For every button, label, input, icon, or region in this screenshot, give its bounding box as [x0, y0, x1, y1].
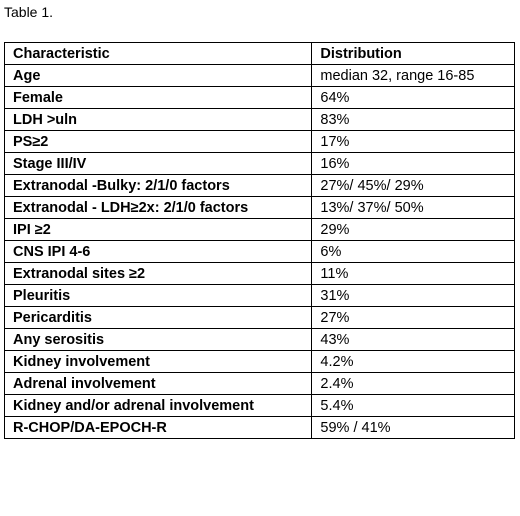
distribution-cell: 5.4%: [311, 394, 515, 417]
table-row: Kidney and/or adrenal involvement 5.4%: [3, 394, 515, 417]
table-row: Pericarditis 27%: [3, 306, 515, 329]
table-row: Pleuritis 31%: [3, 284, 515, 307]
characteristic-cell: CNS IPI 4-6: [3, 240, 313, 263]
table-row: Extranodal -Bulky: 2/1/0 factors 27%/ 45…: [3, 174, 515, 197]
column-header-distribution: Distribution: [311, 42, 515, 65]
characteristic-cell: LDH >uln: [3, 108, 313, 131]
table-row: R-CHOP/DA-EPOCH-R 59% / 41%: [3, 416, 515, 439]
characteristic-cell: PS≥2: [3, 130, 313, 153]
table-row: Female 64%: [3, 86, 515, 109]
characteristic-cell: Stage III/IV: [3, 152, 313, 175]
table-row: Any serositis 43%: [3, 328, 515, 351]
distribution-cell: 43%: [311, 328, 515, 351]
distribution-cell: 64%: [311, 86, 515, 109]
distribution-cell: 13%/ 37%/ 50%: [311, 196, 515, 219]
characteristic-cell: Any serositis: [3, 328, 313, 351]
distribution-cell: 11%: [311, 262, 515, 285]
distribution-cell: 29%: [311, 218, 515, 241]
characteristic-cell: Pleuritis: [3, 284, 313, 307]
characteristic-cell: R-CHOP/DA-EPOCH-R: [3, 416, 313, 439]
table-row: Extranodal - LDH≥2x: 2/1/0 factors 13%/ …: [3, 196, 515, 219]
distribution-cell: 16%: [311, 152, 515, 175]
table-row: Adrenal involvement 2.4%: [3, 372, 515, 395]
characteristic-cell: Kidney involvement: [3, 350, 313, 373]
table-row: LDH >uln 83%: [3, 108, 515, 131]
characteristic-cell: Kidney and/or adrenal involvement: [3, 394, 313, 417]
characteristic-cell: Female: [3, 86, 313, 109]
distribution-cell: 59% / 41%: [311, 416, 515, 439]
table-row: Age median 32, range 16-85: [3, 64, 515, 87]
distribution-cell: 27%/ 45%/ 29%: [311, 174, 515, 197]
characteristic-cell: Age: [3, 64, 313, 87]
distribution-cell: 4.2%: [311, 350, 515, 373]
distribution-cell: 17%: [311, 130, 515, 153]
distribution-cell: 83%: [311, 108, 515, 131]
distribution-cell: 6%: [311, 240, 515, 263]
distribution-cell: median 32, range 16-85: [311, 64, 515, 87]
distribution-cell: 27%: [311, 306, 515, 329]
table-row: Kidney involvement 4.2%: [3, 350, 515, 373]
table-row: Stage III/IV 16%: [3, 152, 515, 175]
table-row: CNS IPI 4-6 6%: [3, 240, 515, 263]
characteristic-cell: Extranodal sites ≥2: [3, 262, 313, 285]
table-row: PS≥2 17%: [3, 130, 515, 153]
table-header-row: Characteristic Distribution: [3, 42, 515, 65]
characteristic-cell: Adrenal involvement: [3, 372, 313, 395]
table-row: Extranodal sites ≥2 11%: [3, 262, 515, 285]
characteristic-cell: Pericarditis: [3, 306, 313, 329]
characteristic-cell: Extranodal -Bulky: 2/1/0 factors: [3, 174, 313, 197]
characteristics-table: Characteristic Distribution Age median 3…: [3, 42, 515, 439]
distribution-cell: 2.4%: [311, 372, 515, 395]
characteristic-cell: Extranodal - LDH≥2x: 2/1/0 factors: [3, 196, 313, 219]
column-header-characteristic: Characteristic: [3, 42, 313, 65]
characteristic-cell: IPI ≥2: [3, 218, 313, 241]
distribution-cell: 31%: [311, 284, 515, 307]
table-row: IPI ≥2 29%: [3, 218, 515, 241]
table-caption: Table 1.: [4, 4, 54, 20]
table-body: Age median 32, range 16-85 Female 64% LD…: [3, 64, 515, 439]
